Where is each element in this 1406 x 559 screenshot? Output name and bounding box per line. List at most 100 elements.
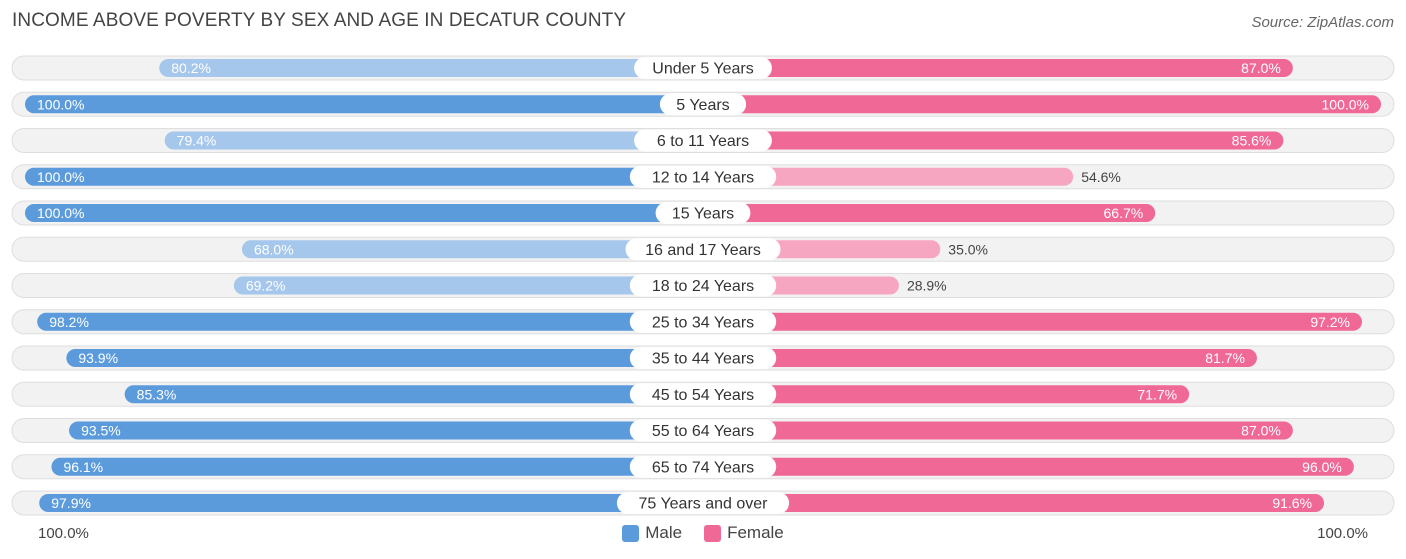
- female-bar: [703, 457, 1354, 476]
- chart-title: INCOME ABOVE POVERTY BY SEX AND AGE IN D…: [12, 10, 627, 31]
- row-6: 69.2% 28.9% 18 to 24 Years: [11, 273, 1395, 298]
- female-value-label: 91.6%: [1272, 495, 1312, 511]
- legend-item-female[interactable]: Female: [704, 523, 784, 543]
- row-9: 85.3% 71.7% 45 to 54 Years: [11, 381, 1395, 407]
- male-bar: [25, 167, 703, 186]
- male-value-label: 69.2%: [246, 278, 286, 294]
- female-value-label: 96.0%: [1302, 459, 1342, 475]
- legend: Male Female: [0, 523, 1406, 543]
- legend-label-female: Female: [727, 523, 784, 542]
- male-bar: [159, 59, 703, 77]
- axis-left-label: 100.0%: [38, 525, 89, 542]
- axis-right-label: 100.0%: [1317, 525, 1368, 542]
- category-label: 65 to 74 Years: [652, 459, 754, 476]
- female-bar: [703, 349, 1257, 367]
- category-pill: [629, 165, 777, 188]
- category-pill: [629, 347, 777, 369]
- legend-label-male: Male: [645, 523, 683, 542]
- male-bar: [25, 204, 703, 222]
- category-pill: [625, 238, 781, 261]
- female-bar: [703, 204, 1156, 222]
- male-value-label: 80.2%: [171, 60, 211, 76]
- row-12: 97.9% 91.6% 75 Years and over: [11, 490, 1395, 516]
- category-label: 15 Years: [672, 206, 734, 223]
- category-label: 12 to 14 Years: [652, 169, 754, 186]
- male-value-label: 79.4%: [177, 133, 217, 149]
- category-pill: [629, 274, 777, 297]
- female-bar: [703, 59, 1293, 77]
- male-bar: [39, 494, 704, 512]
- male-value-label: 85.3%: [137, 386, 177, 402]
- female-value-label: 85.6%: [1232, 133, 1272, 149]
- category-pill: [616, 492, 790, 514]
- row-5: 68.0% 35.0% 16 and 17 Years: [11, 236, 1395, 262]
- male-value-label: 93.9%: [78, 350, 118, 366]
- legend-item-male[interactable]: Male: [622, 523, 682, 543]
- female-value-label: 87.0%: [1241, 423, 1281, 439]
- female-bar: [703, 167, 1074, 186]
- female-bar: [703, 494, 1325, 512]
- male-value-label: 100.0%: [37, 96, 84, 112]
- male-bar: [25, 95, 703, 114]
- male-value-label: 93.5%: [81, 423, 121, 439]
- row-4: 100.0% 66.7% 15 Years: [11, 200, 1395, 226]
- female-bar: [703, 385, 1190, 404]
- male-value-label: 100.0%: [37, 205, 84, 221]
- category-label: 75 Years and over: [639, 496, 769, 513]
- row-10: 93.5% 87.0% 55 to 64 Years: [11, 418, 1395, 443]
- female-value-label: 54.6%: [1081, 169, 1121, 185]
- category-label: Under 5 Years: [652, 61, 753, 78]
- male-bar: [241, 240, 703, 259]
- category-pill: [629, 419, 777, 442]
- category-label: 6 to 11 Years: [657, 133, 749, 150]
- category-label: 16 and 17 Years: [645, 242, 761, 259]
- chart-source: Source: ZipAtlas.com: [1251, 14, 1394, 31]
- row-8: 93.9% 81.7% 35 to 44 Years: [11, 345, 1395, 371]
- female-bar: [703, 131, 1284, 150]
- category-pill: [629, 383, 777, 406]
- chart-plot: 80.2% 87.0% Under 5 Years 100.0% 100.0% 5 Yea…: [11, 55, 1395, 516]
- female-value-label: 71.7%: [1137, 386, 1177, 402]
- category-pill: [634, 129, 772, 152]
- female-value-label: 87.0%: [1241, 60, 1281, 76]
- category-label: 35 to 44 Years: [652, 351, 754, 368]
- category-label: 25 to 34 Years: [652, 314, 754, 331]
- male-bar: [66, 349, 703, 367]
- female-bar: [703, 312, 1363, 331]
- female-bar: [703, 421, 1293, 440]
- row-11: 96.1% 96.0% 65 to 74 Years: [11, 454, 1395, 480]
- category-pill: [629, 455, 777, 478]
- category-label: 5 Years: [676, 97, 729, 114]
- category-label: 45 to 54 Years: [652, 387, 754, 404]
- row-2: 79.4% 85.6% 6 to 11 Years: [11, 128, 1395, 153]
- male-value-label: 97.9%: [51, 495, 91, 511]
- category-label: 18 to 24 Years: [652, 278, 754, 295]
- category-label: 55 to 64 Years: [652, 423, 754, 440]
- male-value-label: 68.0%: [254, 241, 294, 257]
- category-pill: [655, 202, 751, 224]
- row-1: 100.0% 100.0% 5 Years: [11, 91, 1395, 117]
- category-pill: [634, 57, 772, 79]
- female-value-label: 81.7%: [1205, 350, 1245, 366]
- male-bar: [124, 385, 703, 404]
- male-bar: [69, 421, 703, 440]
- male-value-label: 98.2%: [49, 314, 89, 330]
- category-pill: [659, 93, 747, 116]
- category-pill: [629, 310, 777, 333]
- male-value-label: 100.0%: [37, 169, 84, 185]
- male-value-label: 96.1%: [63, 459, 103, 475]
- female-bar: [703, 95, 1381, 114]
- legend-swatch-male: [622, 524, 640, 542]
- female-value-label: 28.9%: [907, 278, 947, 294]
- legend-swatch-female: [704, 524, 722, 542]
- row-3: 100.0% 54.6% 12 to 14 Years: [11, 164, 1395, 190]
- female-value-label: 66.7%: [1104, 205, 1144, 221]
- female-value-label: 35.0%: [948, 241, 988, 257]
- male-bar: [51, 457, 703, 476]
- row-7: 98.2% 97.2% 25 to 34 Years: [11, 309, 1395, 335]
- male-bar: [233, 276, 703, 295]
- row-0: 80.2% 87.0% Under 5 Years: [11, 55, 1395, 81]
- male-bar: [164, 131, 704, 150]
- male-bar: [37, 312, 704, 331]
- female-value-label: 100.0%: [1322, 96, 1369, 112]
